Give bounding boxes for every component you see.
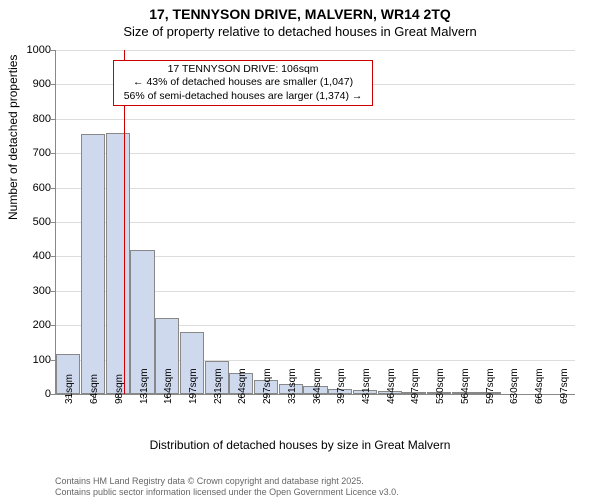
grid-line: [56, 153, 575, 154]
footer-line-1: Contains HM Land Registry data © Crown c…: [55, 476, 399, 487]
ytick-label: 500: [16, 216, 51, 228]
grid-line: [56, 222, 575, 223]
ytick-mark: [51, 84, 56, 85]
xtick-label: 31sqm: [64, 374, 75, 404]
chart-container: 17, TENNYSON DRIVE, MALVERN, WR14 2TQ Si…: [0, 0, 600, 500]
xtick-label: 530sqm: [435, 368, 446, 404]
footer-line-2: Contains public sector information licen…: [55, 487, 399, 498]
footer-text: Contains HM Land Registry data © Crown c…: [55, 476, 399, 498]
plot-area: 0100200300400500600700800900100031sqm64s…: [55, 50, 575, 395]
xtick-label: 697sqm: [559, 368, 570, 404]
page-subtitle: Size of property relative to detached ho…: [0, 24, 600, 39]
ytick-label: 200: [16, 319, 51, 331]
ytick-mark: [51, 153, 56, 154]
ytick-mark: [51, 222, 56, 223]
xtick-label: 131sqm: [139, 368, 150, 404]
grid-line: [56, 188, 575, 189]
xtick-label: 164sqm: [163, 368, 174, 404]
ytick-mark: [51, 325, 56, 326]
page-title: 17, TENNYSON DRIVE, MALVERN, WR14 2TQ: [0, 0, 600, 24]
ytick-label: 100: [16, 354, 51, 366]
ytick-label: 400: [16, 250, 51, 262]
annotation-box: 17 TENNYSON DRIVE: 106sqm← 43% of detach…: [113, 60, 373, 105]
bar: [106, 133, 130, 394]
xtick-label: 64sqm: [89, 374, 100, 404]
xtick-label: 564sqm: [460, 368, 471, 404]
ytick-label: 800: [16, 113, 51, 125]
bar: [81, 134, 105, 394]
ytick-mark: [51, 291, 56, 292]
ytick-label: 700: [16, 147, 51, 159]
ytick-label: 300: [16, 285, 51, 297]
annotation-line-3: 56% of semi-detached houses are larger (…: [118, 90, 368, 103]
xtick-label: 197sqm: [188, 368, 199, 404]
xtick-label: 397sqm: [336, 368, 347, 404]
xtick-label: 597sqm: [485, 368, 496, 404]
ytick-mark: [51, 119, 56, 120]
xtick-label: 664sqm: [534, 368, 545, 404]
ytick-mark: [51, 256, 56, 257]
xtick-label: 464sqm: [386, 368, 397, 404]
x-axis-label: Distribution of detached houses by size …: [0, 438, 600, 452]
ytick-mark: [51, 188, 56, 189]
xtick-label: 331sqm: [287, 368, 298, 404]
annotation-line-1: 17 TENNYSON DRIVE: 106sqm: [118, 63, 368, 76]
xtick-label: 364sqm: [312, 368, 323, 404]
xtick-label: 630sqm: [509, 368, 520, 404]
xtick-label: 231sqm: [213, 368, 224, 404]
grid-line: [56, 119, 575, 120]
ytick-label: 600: [16, 182, 51, 194]
ytick-label: 900: [16, 78, 51, 90]
ytick-mark: [51, 50, 56, 51]
annotation-line-2: ← 43% of detached houses are smaller (1,…: [118, 76, 368, 89]
ytick-label: 1000: [16, 44, 51, 56]
grid-line: [56, 50, 575, 51]
ytick-mark: [51, 394, 56, 395]
ytick-label: 0: [16, 388, 51, 400]
xtick-label: 497sqm: [410, 368, 421, 404]
xtick-label: 431sqm: [361, 368, 372, 404]
xtick-label: 264sqm: [237, 368, 248, 404]
xtick-label: 297sqm: [262, 368, 273, 404]
